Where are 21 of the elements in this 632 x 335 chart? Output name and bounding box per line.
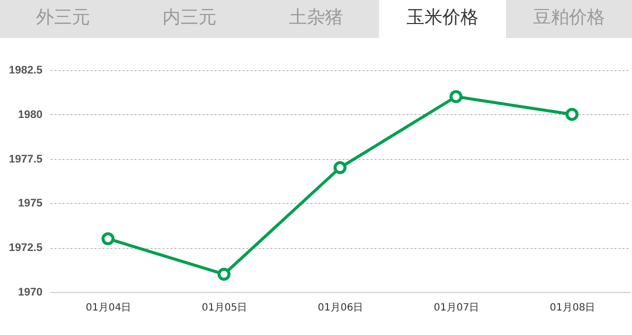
x-tick-label: 01月06日 [318,302,364,314]
point [566,108,578,121]
point [334,161,346,174]
point [102,232,114,246]
text: 豆粕价格 [532,6,606,30]
y-tick-label: 1980 [18,108,42,121]
chart-title: 玉米价格 [379,0,506,38]
x-tick-label: 01月07日 [434,302,480,314]
text: 外三元 [35,6,92,30]
point [218,268,230,281]
point [450,90,462,104]
y-tick-label: 1982.5 [8,64,42,76]
y-tick-label: 1977.5 [8,153,42,166]
y-tick-label: 1970 [18,286,42,298]
x-tick-label: 01月08日 [550,302,596,314]
text: 土杂猪 [288,6,344,30]
x-tick-label: 01月05日 [202,302,248,314]
y-tick-label: 1972.5 [8,242,42,254]
x-tick-label: 01月04日 [86,302,132,314]
text: 内三元 [162,6,218,30]
y-tick-label: 1975 [18,198,42,210]
